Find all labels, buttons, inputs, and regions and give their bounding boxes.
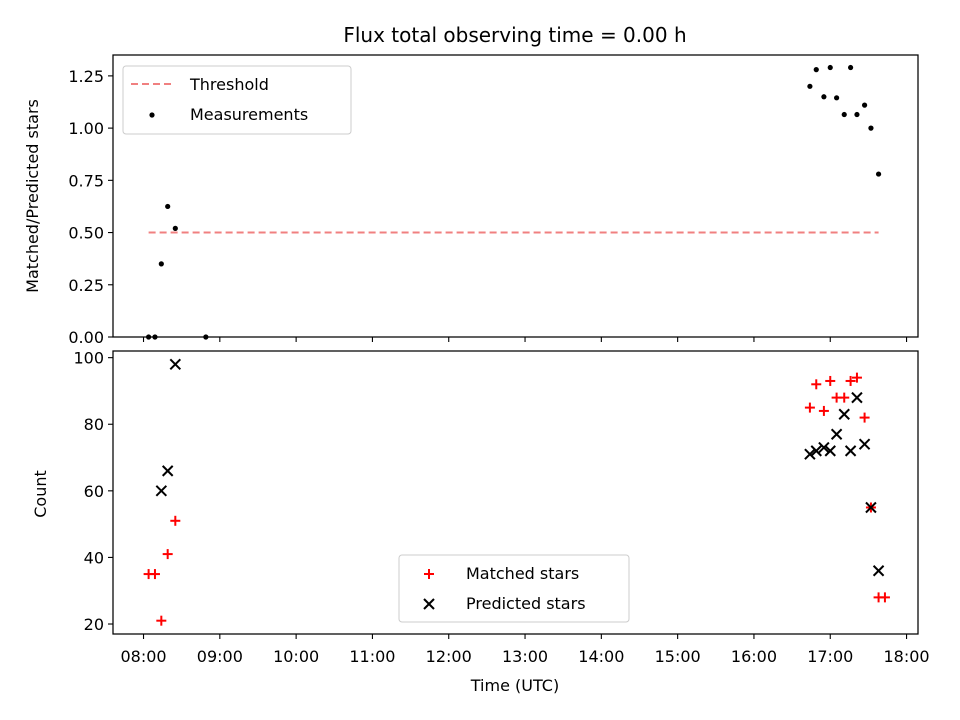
ratio-y-tick-label: 1.25 [68, 67, 104, 86]
predicted-star-point [824, 445, 836, 457]
measurement-point [172, 225, 178, 231]
count-y-tick-label: 60 [84, 482, 104, 501]
count-x-ticks: 08:00 09:00 10:00 11:00 12:00 13:00 14:00 15:00… [120, 634, 930, 666]
matched-star-point [162, 549, 173, 560]
legend-predicted-label: Predicted stars [466, 594, 586, 613]
x-tick-label: 12:00 [426, 647, 472, 666]
measurement-point [861, 102, 868, 108]
ratio-y-tick-label: 0.75 [68, 171, 104, 190]
measurement-point [841, 111, 847, 118]
count-y-tick-label: 80 [84, 415, 104, 434]
ratio-y-ticks: 0.00 0.25 0.50 0.75 1.00 1.25 [68, 67, 113, 347]
matched-star-point [859, 412, 870, 423]
matched-star-point [170, 515, 181, 526]
count-panel: 08:00 09:00 10:00 11:00 12:00 13:00 14:00 15:00… [31, 349, 930, 695]
ratio-legend: Threshold Measurements [122, 65, 352, 135]
matched-star-point [839, 392, 850, 403]
measurement-point [847, 64, 854, 71]
ratio-y-tick-label: 0.50 [68, 224, 104, 243]
count-legend: Matched stars Predicted stars [398, 554, 630, 623]
ratio-y-tick-label: 0.00 [68, 328, 104, 347]
count-y-tick-label: 100 [73, 349, 104, 368]
count-y-tick-label: 20 [84, 615, 104, 634]
x-tick-label: 18:00 [883, 647, 929, 666]
measurement-point [827, 64, 833, 71]
legend-matched-label: Matched stars [466, 564, 579, 583]
measurement-point [158, 261, 164, 267]
predicted-star-point [830, 428, 843, 440]
matched-star-point [879, 592, 890, 603]
measurement-point [868, 125, 874, 131]
x-tick-label: 16:00 [731, 647, 777, 666]
legend-threshold-label: Threshold [189, 75, 269, 94]
predicted-star-point [844, 445, 857, 457]
ratio-y-tick-label: 1.00 [68, 119, 104, 138]
predicted-star-point [161, 465, 174, 477]
x-tick-label: 11:00 [349, 647, 395, 666]
chart-title: Flux total observing time = 0.00 h [343, 23, 686, 47]
x-tick-label: 14:00 [578, 647, 624, 666]
predicted-star-point [838, 408, 850, 420]
predicted-star-point [858, 438, 871, 450]
matched-star-point [811, 379, 822, 390]
matched-star-point [851, 372, 862, 383]
x-tick-label: 10:00 [273, 647, 319, 666]
ratio-y-tick-label: 0.25 [68, 276, 104, 295]
x-tick-label: 15:00 [655, 647, 701, 666]
matched-star-point [818, 405, 829, 416]
count-y-tick-label: 40 [84, 548, 104, 567]
x-tick-label: 09:00 [197, 647, 243, 666]
x-tick-label: 08:00 [120, 647, 166, 666]
ratio-panel-frame [112, 54, 919, 338]
predicted-star-point [804, 448, 816, 460]
x-axis-label: Time (UTC) [470, 676, 559, 695]
matched-star-point [156, 615, 167, 626]
predicted-star-point [155, 485, 168, 497]
legend-matched-plus [424, 569, 434, 579]
measurement-point [165, 203, 171, 210]
x-tick-label: 17:00 [807, 647, 853, 666]
legend-matched-marker [424, 569, 434, 579]
ratio-y-label: Matched/Predicted stars [23, 99, 42, 293]
predicted-star-point [865, 501, 877, 514]
predicted-star-point [810, 445, 822, 457]
predicted-star-point [872, 565, 885, 577]
matched-star-point [825, 375, 836, 386]
predicted-star-point [851, 391, 863, 404]
legend-predicted-x [423, 598, 435, 610]
matched-star-point [845, 375, 856, 386]
ratio-x-ticks [142, 337, 908, 342]
matched-star-point [149, 569, 160, 580]
predicted-star-point [169, 358, 182, 371]
count-legend-box [398, 554, 630, 623]
measurement-point [834, 95, 840, 101]
matched-star-point [804, 402, 815, 413]
predicted-star-point [818, 441, 830, 454]
legend-measurements-marker [149, 112, 155, 118]
x-tick-label: 13:00 [502, 647, 548, 666]
measurement-point [821, 94, 827, 100]
legend-measurements-label: Measurements [190, 105, 308, 124]
count-panel-frame [112, 350, 919, 635]
measurement-point [854, 111, 860, 118]
ratio-panel: 0.00 0.25 0.50 0.75 1.00 1.25 Matched/Predict… [23, 54, 919, 347]
measurement-point [807, 83, 813, 89]
count-points [143, 358, 890, 626]
measurement-point [875, 171, 882, 177]
measurement-point [813, 67, 819, 73]
ratio-legend-box [122, 65, 352, 135]
count-y-ticks: 20 40 60 80 100 [73, 349, 113, 634]
legend-predicted-marker [423, 598, 435, 610]
count-y-label: Count [31, 470, 50, 518]
